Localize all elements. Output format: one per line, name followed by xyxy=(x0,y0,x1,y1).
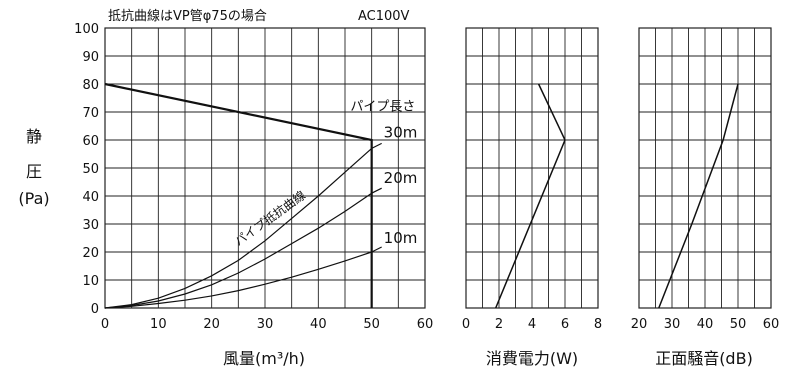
x-tick-label: 50 xyxy=(730,317,747,332)
y-axis-title-line1: 静 xyxy=(26,127,42,146)
y-tick-label: 70 xyxy=(82,106,99,121)
noise-axis-title: 正面騒音(dB) xyxy=(655,349,753,368)
series-label-leader xyxy=(371,142,382,149)
series-label-leader xyxy=(371,246,382,253)
performance-line xyxy=(658,83,739,309)
pipe-curve-label: パイプ抵抗曲線 xyxy=(231,187,308,249)
series-label: 10m xyxy=(384,229,418,247)
x-tick-label: 10 xyxy=(150,317,167,332)
series-label: 20m xyxy=(384,169,418,187)
y-tick-label: 50 xyxy=(82,162,99,177)
x-tick-label: 30 xyxy=(664,317,681,332)
pipe-resistance-curve-10m xyxy=(104,251,372,309)
x-tick-label: 20 xyxy=(631,317,648,332)
front-noise-panel: 20 30 40 50 60 xyxy=(631,27,780,332)
plot-frame xyxy=(638,27,772,309)
x-tick-label: 40 xyxy=(310,317,327,332)
x-tick-label: 0 xyxy=(101,317,109,332)
x-tick-label: 0 xyxy=(462,317,470,332)
airflow-axis-title: 風量(m³/h) xyxy=(223,349,305,368)
y-tick-label: 10 xyxy=(82,274,99,289)
y-tick-label: 0 xyxy=(91,302,99,317)
pipe-resistance-curve-30m xyxy=(104,147,373,309)
series-label-leader xyxy=(371,187,382,194)
y-tick-label: 30 xyxy=(82,218,99,233)
x-tick-label: 30 xyxy=(257,317,274,332)
y-tick-label: 100 xyxy=(74,22,99,37)
y-tick-label: 40 xyxy=(82,190,99,205)
plot-frame xyxy=(465,27,599,309)
resistance-note: 抵抗曲線はVP管φ75の場合 xyxy=(108,8,267,24)
airflow-pressure-panel: 0 10 20 30 40 50 60 0 10 20 30 40 50 60 70 80 90 100 30m 20… xyxy=(74,22,433,332)
y-tick-label: 60 xyxy=(82,134,99,149)
x-tick-label: 50 xyxy=(363,317,380,332)
pipe-resistance-curve-20m xyxy=(104,192,373,309)
power-axis-title: 消費電力(W) xyxy=(486,349,578,368)
y-axis-title-line3: (Pa) xyxy=(18,189,49,208)
power-consumption-panel: 0 2 4 6 8 xyxy=(462,27,602,332)
series-label: 30m xyxy=(384,123,418,141)
x-tick-label: 60 xyxy=(763,317,780,332)
x-tick-label: 8 xyxy=(594,317,602,332)
pipe-length-heading: パイプ長さ xyxy=(350,100,415,115)
x-tick-label: 2 xyxy=(495,317,503,332)
x-tick-label: 20 xyxy=(203,317,220,332)
x-tick-label: 6 xyxy=(561,317,569,332)
x-tick-label: 60 xyxy=(417,317,434,332)
plot-frame xyxy=(104,27,426,309)
performance-line xyxy=(495,83,566,309)
y-tick-label: 80 xyxy=(82,78,99,93)
x-tick-label: 40 xyxy=(697,317,714,332)
voltage-note: AC100V xyxy=(358,9,410,24)
x-tick-label: 4 xyxy=(528,317,536,332)
y-tick-label: 20 xyxy=(82,246,99,261)
y-axis-title-line2: 圧 xyxy=(26,162,42,181)
y-tick-label: 90 xyxy=(82,50,99,65)
